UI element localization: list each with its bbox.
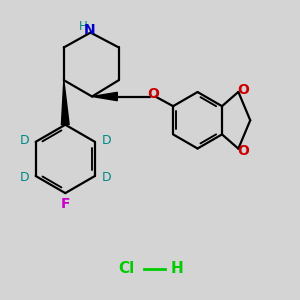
Text: H: H bbox=[170, 261, 183, 276]
Polygon shape bbox=[92, 92, 117, 101]
Text: O: O bbox=[237, 82, 249, 97]
Text: O: O bbox=[147, 87, 159, 101]
Text: Cl: Cl bbox=[118, 261, 134, 276]
Text: O: O bbox=[237, 144, 249, 158]
Text: D: D bbox=[101, 134, 111, 147]
Text: D: D bbox=[101, 171, 111, 184]
Text: F: F bbox=[61, 197, 70, 212]
Text: N: N bbox=[83, 23, 95, 37]
Text: H: H bbox=[79, 20, 88, 33]
Polygon shape bbox=[61, 80, 69, 125]
Text: D: D bbox=[20, 171, 29, 184]
Text: D: D bbox=[20, 134, 29, 147]
